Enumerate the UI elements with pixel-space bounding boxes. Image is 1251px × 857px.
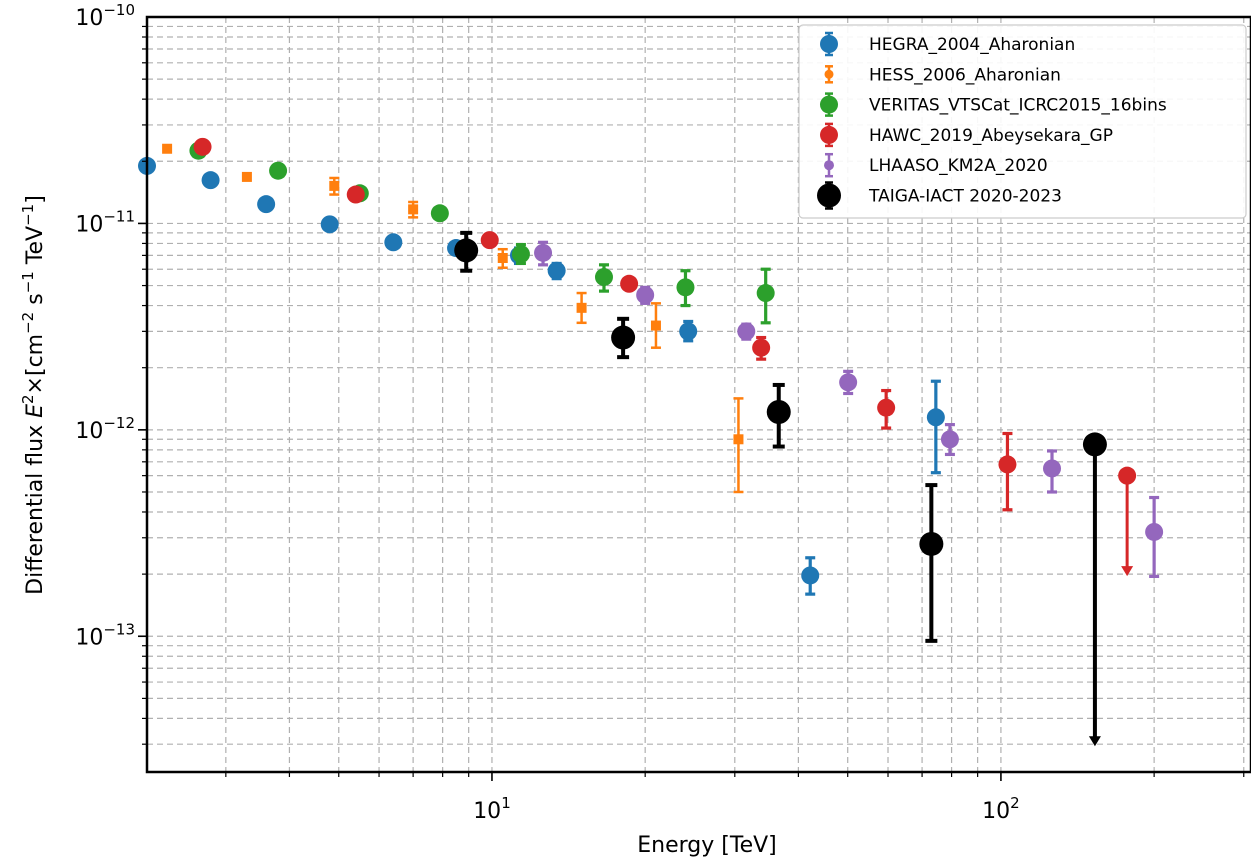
legend-label: VERITAS_VTSCat_ICRC2015_16bins bbox=[869, 96, 1167, 116]
series-group bbox=[189, 141, 775, 325]
y-label-var-exp: 2 bbox=[19, 394, 37, 404]
data-point bbox=[193, 137, 212, 156]
data-point bbox=[733, 434, 744, 445]
x-tick-label: 101 bbox=[473, 794, 511, 824]
data-point bbox=[998, 455, 1017, 474]
x-tick-label-exp: 2 bbox=[1010, 794, 1020, 812]
legend-label: HAWC_2019_Abeysekara_GP bbox=[869, 126, 1113, 146]
y-label-tev-exp: −1 bbox=[19, 204, 37, 226]
legend-marker bbox=[817, 183, 841, 208]
data-point bbox=[940, 430, 959, 449]
data-point bbox=[329, 180, 340, 191]
y-label-tev: TeV bbox=[23, 226, 48, 271]
x-tick-label-base: 10 bbox=[982, 799, 1010, 824]
data-point bbox=[408, 204, 419, 215]
legend-box bbox=[798, 24, 1247, 219]
data-point bbox=[162, 143, 173, 154]
y-tick-label: 10−12 bbox=[75, 414, 135, 444]
data-point bbox=[676, 278, 695, 297]
y-label-prefix: Differential flux bbox=[23, 418, 48, 595]
data-point bbox=[201, 171, 220, 190]
x-tick-label-base: 10 bbox=[473, 799, 501, 824]
data-point bbox=[650, 320, 661, 331]
data-point bbox=[594, 268, 613, 287]
data-point bbox=[511, 245, 530, 264]
y-tick-label-base: 10 bbox=[75, 212, 103, 237]
data-point bbox=[926, 408, 945, 427]
series-group bbox=[534, 240, 1164, 578]
data-point bbox=[636, 286, 655, 305]
y-tick-label: 10−11 bbox=[75, 207, 135, 237]
data-point bbox=[611, 325, 636, 350]
y-tick-label-base: 10 bbox=[75, 419, 103, 444]
data-point bbox=[839, 373, 858, 392]
y-label-s-exp: −1 bbox=[19, 271, 37, 293]
legend-label: TAIGA-IACT 2020-2023 bbox=[868, 187, 1062, 207]
y-axis-label: Differential flux E2×[cm−2 s−1 TeV−1] bbox=[19, 195, 48, 595]
data-point bbox=[620, 274, 639, 293]
series-group bbox=[162, 143, 744, 494]
x-axis-label: Energy [TeV] bbox=[637, 833, 776, 857]
y-label-mid: ×[cm bbox=[23, 334, 48, 395]
data-point bbox=[430, 204, 449, 223]
data-point bbox=[737, 322, 756, 341]
y-label-close: ] bbox=[23, 195, 48, 204]
data-point bbox=[756, 284, 775, 303]
data-point bbox=[766, 400, 791, 425]
legend-label: LHAASO_KM2A_2020 bbox=[869, 156, 1048, 176]
legend-marker bbox=[824, 160, 834, 171]
data-point bbox=[547, 261, 566, 280]
legend-marker bbox=[824, 69, 834, 79]
data-point bbox=[752, 338, 771, 357]
y-tick-label-exp: −11 bbox=[103, 207, 135, 225]
data-point bbox=[320, 215, 339, 234]
legend-label: HEGRA_2004_Aharonian bbox=[869, 35, 1075, 55]
y-tick-label-base: 10 bbox=[75, 625, 103, 650]
y-tick-label-base: 10 bbox=[75, 6, 103, 31]
upper-limit-arrow bbox=[1121, 566, 1134, 577]
plot-data bbox=[138, 137, 1164, 747]
data-point bbox=[384, 233, 403, 252]
data-point bbox=[454, 238, 479, 263]
x-tick-label: 102 bbox=[982, 794, 1020, 824]
legend-label: HESS_2006_Aharonian bbox=[869, 65, 1061, 85]
upper-limit-arrow bbox=[1088, 736, 1101, 747]
y-tick-label-exp: −13 bbox=[103, 620, 135, 638]
y-tick-label: 10−10 bbox=[75, 1, 135, 31]
x-tick-label-exp: 1 bbox=[501, 794, 511, 812]
data-point bbox=[534, 243, 553, 262]
data-point bbox=[257, 195, 276, 214]
legend-marker bbox=[820, 125, 838, 144]
y-label-var: E bbox=[23, 404, 48, 418]
data-point bbox=[576, 302, 587, 313]
data-point bbox=[269, 161, 288, 180]
data-point bbox=[1118, 466, 1137, 485]
legend-marker bbox=[820, 95, 838, 114]
series-group bbox=[138, 156, 945, 596]
data-point bbox=[801, 566, 820, 585]
series-group bbox=[454, 230, 1107, 747]
plot-frame bbox=[145, 15, 1251, 774]
data-point bbox=[241, 171, 252, 182]
y-label-s: s bbox=[23, 293, 48, 311]
data-point bbox=[480, 231, 499, 250]
data-point bbox=[497, 252, 508, 263]
series-group bbox=[193, 137, 1137, 577]
y-label-cm-exp: −2 bbox=[19, 312, 37, 334]
data-point bbox=[877, 398, 896, 417]
data-point bbox=[679, 322, 698, 341]
data-point bbox=[1043, 459, 1062, 478]
y-tick-label: 10−13 bbox=[75, 620, 135, 650]
data-point bbox=[919, 531, 944, 556]
legend: HEGRA_2004_Aharonian HESS_2006_Aharonian V… bbox=[798, 24, 1247, 219]
data-point bbox=[1082, 432, 1107, 457]
legend-marker bbox=[820, 35, 838, 53]
y-tick-label-exp: −10 bbox=[103, 1, 135, 19]
y-tick-label-exp: −12 bbox=[103, 414, 135, 432]
data-point bbox=[1145, 522, 1164, 541]
data-point bbox=[346, 185, 365, 204]
